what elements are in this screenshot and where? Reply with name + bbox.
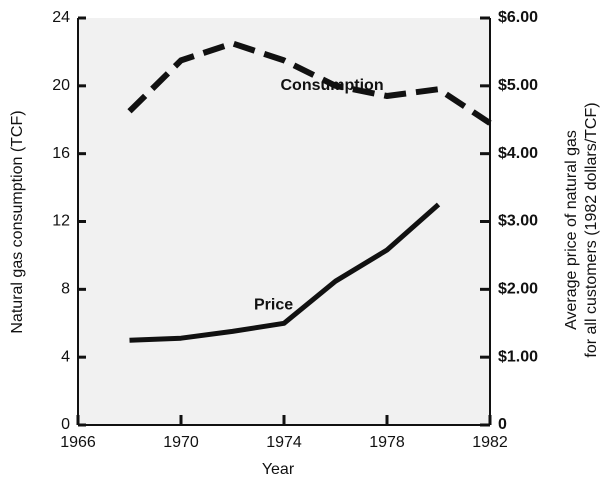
y2-tick-label: $6.00 — [498, 9, 538, 26]
series-label: Consumption — [281, 77, 384, 94]
y-tick-label: 16 — [52, 145, 70, 162]
y2-tick-label: $4.00 — [498, 145, 538, 162]
x-tick-label: 1970 — [163, 434, 199, 451]
y2-tick-label: $5.00 — [498, 77, 538, 94]
series-label: Price — [254, 296, 293, 313]
x-axis-label: Year — [262, 461, 295, 478]
x-tick-label: 1982 — [472, 434, 508, 451]
y2-tick-label: $3.00 — [498, 213, 538, 230]
y2-axis-label: Average price of natural gas — [563, 130, 580, 330]
x-tick-label: 1978 — [369, 434, 405, 451]
y-tick-label: 8 — [61, 281, 70, 298]
y-tick-label: 24 — [52, 9, 70, 26]
y-tick-label: 20 — [52, 77, 70, 94]
y-tick-label: 0 — [61, 416, 70, 433]
y2-tick-label: $1.00 — [498, 348, 538, 365]
y-tick-label: 4 — [61, 348, 70, 365]
y2-tick-label: 0 — [498, 416, 507, 433]
y2-axis-label: for all customers (1982 dollars/TCF) — [583, 102, 600, 357]
x-tick-label: 1974 — [266, 434, 302, 451]
line-series — [129, 202, 441, 343]
y-axis-label: Natural gas consumption (TCF) — [9, 110, 26, 333]
y2-tick-label: $2.00 — [498, 281, 538, 298]
y-tick-label: 12 — [52, 213, 70, 230]
x-tick-label: 1966 — [60, 434, 96, 451]
line-series — [127, 40, 492, 126]
